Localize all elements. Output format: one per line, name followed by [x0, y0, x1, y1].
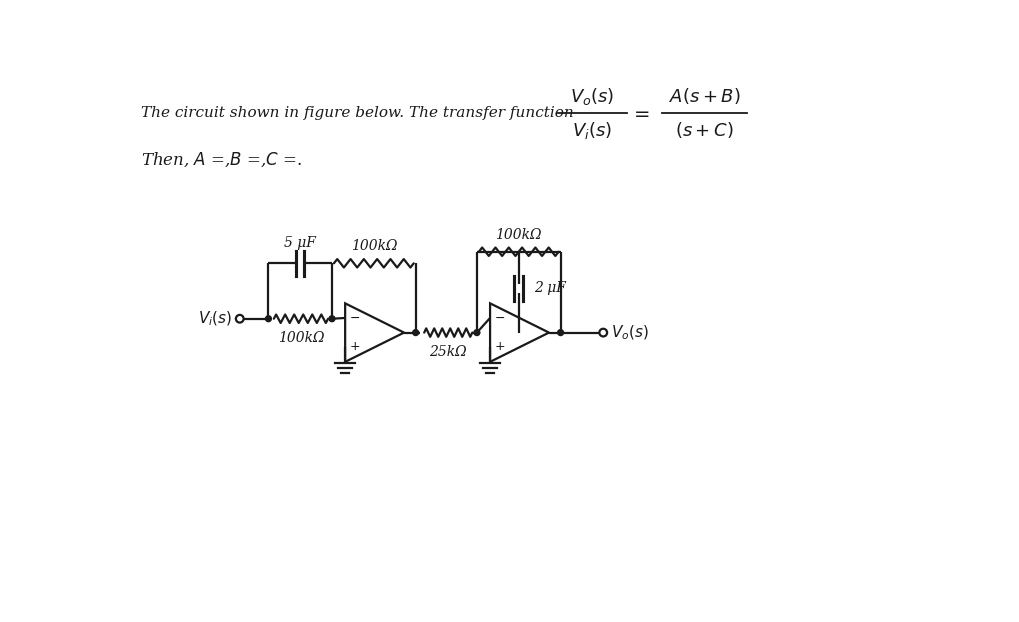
Text: $=$: $=$ — [631, 104, 650, 122]
Text: −: − — [495, 312, 505, 325]
Text: +: + — [495, 340, 505, 353]
Text: 100kΩ: 100kΩ — [351, 239, 397, 253]
Text: $V_o(s)$: $V_o(s)$ — [571, 86, 614, 107]
Text: +: + — [350, 340, 361, 353]
Text: The circuit shown in figure below. The transfer function: The circuit shown in figure below. The t… — [142, 106, 574, 120]
Text: $V_i(s)$: $V_i(s)$ — [198, 310, 232, 328]
Text: $A(s+B)$: $A(s+B)$ — [668, 86, 741, 106]
Text: −: − — [350, 312, 361, 325]
Text: 5 μF: 5 μF — [284, 236, 316, 250]
Text: 25kΩ: 25kΩ — [429, 345, 467, 359]
Circle shape — [557, 330, 564, 335]
Circle shape — [413, 330, 419, 335]
Text: $V_o(s)$: $V_o(s)$ — [611, 323, 649, 342]
Text: $V_i(s)$: $V_i(s)$ — [573, 119, 612, 141]
Circle shape — [329, 316, 335, 322]
Circle shape — [266, 316, 271, 322]
Text: 2 μF: 2 μF — [534, 281, 567, 295]
Text: Then, $A$ =,$B$ =,$C$ =.: Then, $A$ =,$B$ =,$C$ =. — [142, 150, 303, 169]
Text: 100kΩ: 100kΩ — [495, 228, 542, 242]
Circle shape — [474, 330, 480, 335]
Text: 100kΩ: 100kΩ — [278, 331, 324, 345]
Text: $(s+C)$: $(s+C)$ — [676, 120, 734, 140]
